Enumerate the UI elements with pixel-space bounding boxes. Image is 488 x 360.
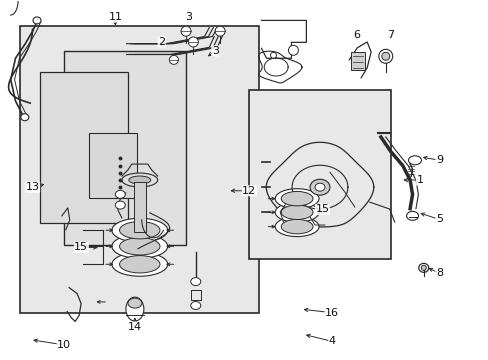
Ellipse shape bbox=[378, 49, 392, 63]
Text: 5: 5 bbox=[435, 215, 442, 224]
Ellipse shape bbox=[128, 176, 150, 184]
Ellipse shape bbox=[119, 238, 160, 255]
Text: 8: 8 bbox=[435, 268, 442, 278]
Ellipse shape bbox=[281, 205, 312, 220]
Text: 10: 10 bbox=[57, 340, 71, 350]
Ellipse shape bbox=[309, 179, 329, 195]
Ellipse shape bbox=[112, 218, 167, 242]
Ellipse shape bbox=[128, 298, 142, 308]
Ellipse shape bbox=[190, 302, 201, 310]
Ellipse shape bbox=[115, 201, 125, 209]
Ellipse shape bbox=[112, 252, 167, 276]
Text: 15: 15 bbox=[74, 242, 88, 252]
Text: 15: 15 bbox=[315, 204, 329, 215]
Ellipse shape bbox=[275, 202, 318, 222]
Text: 6: 6 bbox=[352, 30, 359, 40]
Ellipse shape bbox=[190, 278, 201, 285]
Ellipse shape bbox=[275, 189, 318, 208]
Text: 11: 11 bbox=[108, 12, 122, 22]
Ellipse shape bbox=[215, 26, 224, 36]
Ellipse shape bbox=[115, 190, 125, 198]
Text: 3: 3 bbox=[211, 46, 218, 56]
Text: 12: 12 bbox=[242, 186, 256, 196]
Ellipse shape bbox=[418, 264, 428, 273]
Ellipse shape bbox=[119, 221, 160, 239]
Bar bbox=[64, 51, 185, 244]
Text: 7: 7 bbox=[386, 30, 393, 40]
Text: 13: 13 bbox=[25, 182, 40, 192]
Ellipse shape bbox=[112, 234, 167, 258]
Ellipse shape bbox=[275, 217, 318, 237]
Ellipse shape bbox=[188, 37, 198, 47]
Ellipse shape bbox=[288, 45, 298, 55]
Ellipse shape bbox=[281, 219, 312, 234]
Ellipse shape bbox=[181, 26, 191, 36]
Ellipse shape bbox=[406, 211, 418, 220]
Bar bbox=[350, 52, 365, 70]
Text: 3: 3 bbox=[184, 12, 192, 22]
Ellipse shape bbox=[420, 265, 426, 270]
Ellipse shape bbox=[122, 173, 157, 187]
Bar bbox=[20, 26, 259, 313]
Ellipse shape bbox=[381, 52, 389, 60]
Ellipse shape bbox=[126, 297, 143, 321]
Text: 4: 4 bbox=[328, 336, 335, 346]
Bar bbox=[134, 182, 145, 232]
Text: 1: 1 bbox=[415, 175, 423, 185]
Bar bbox=[249, 90, 390, 259]
Ellipse shape bbox=[33, 17, 41, 24]
Ellipse shape bbox=[407, 156, 421, 165]
Ellipse shape bbox=[270, 52, 276, 58]
Ellipse shape bbox=[281, 192, 312, 206]
Text: 2: 2 bbox=[158, 37, 165, 47]
Text: 14: 14 bbox=[127, 322, 142, 332]
Ellipse shape bbox=[119, 256, 160, 273]
Ellipse shape bbox=[314, 183, 325, 191]
Ellipse shape bbox=[169, 55, 178, 64]
Ellipse shape bbox=[21, 114, 29, 121]
Text: 9: 9 bbox=[435, 155, 442, 165]
Bar bbox=[88, 134, 137, 198]
Text: 16: 16 bbox=[325, 308, 339, 318]
Bar bbox=[40, 72, 127, 223]
